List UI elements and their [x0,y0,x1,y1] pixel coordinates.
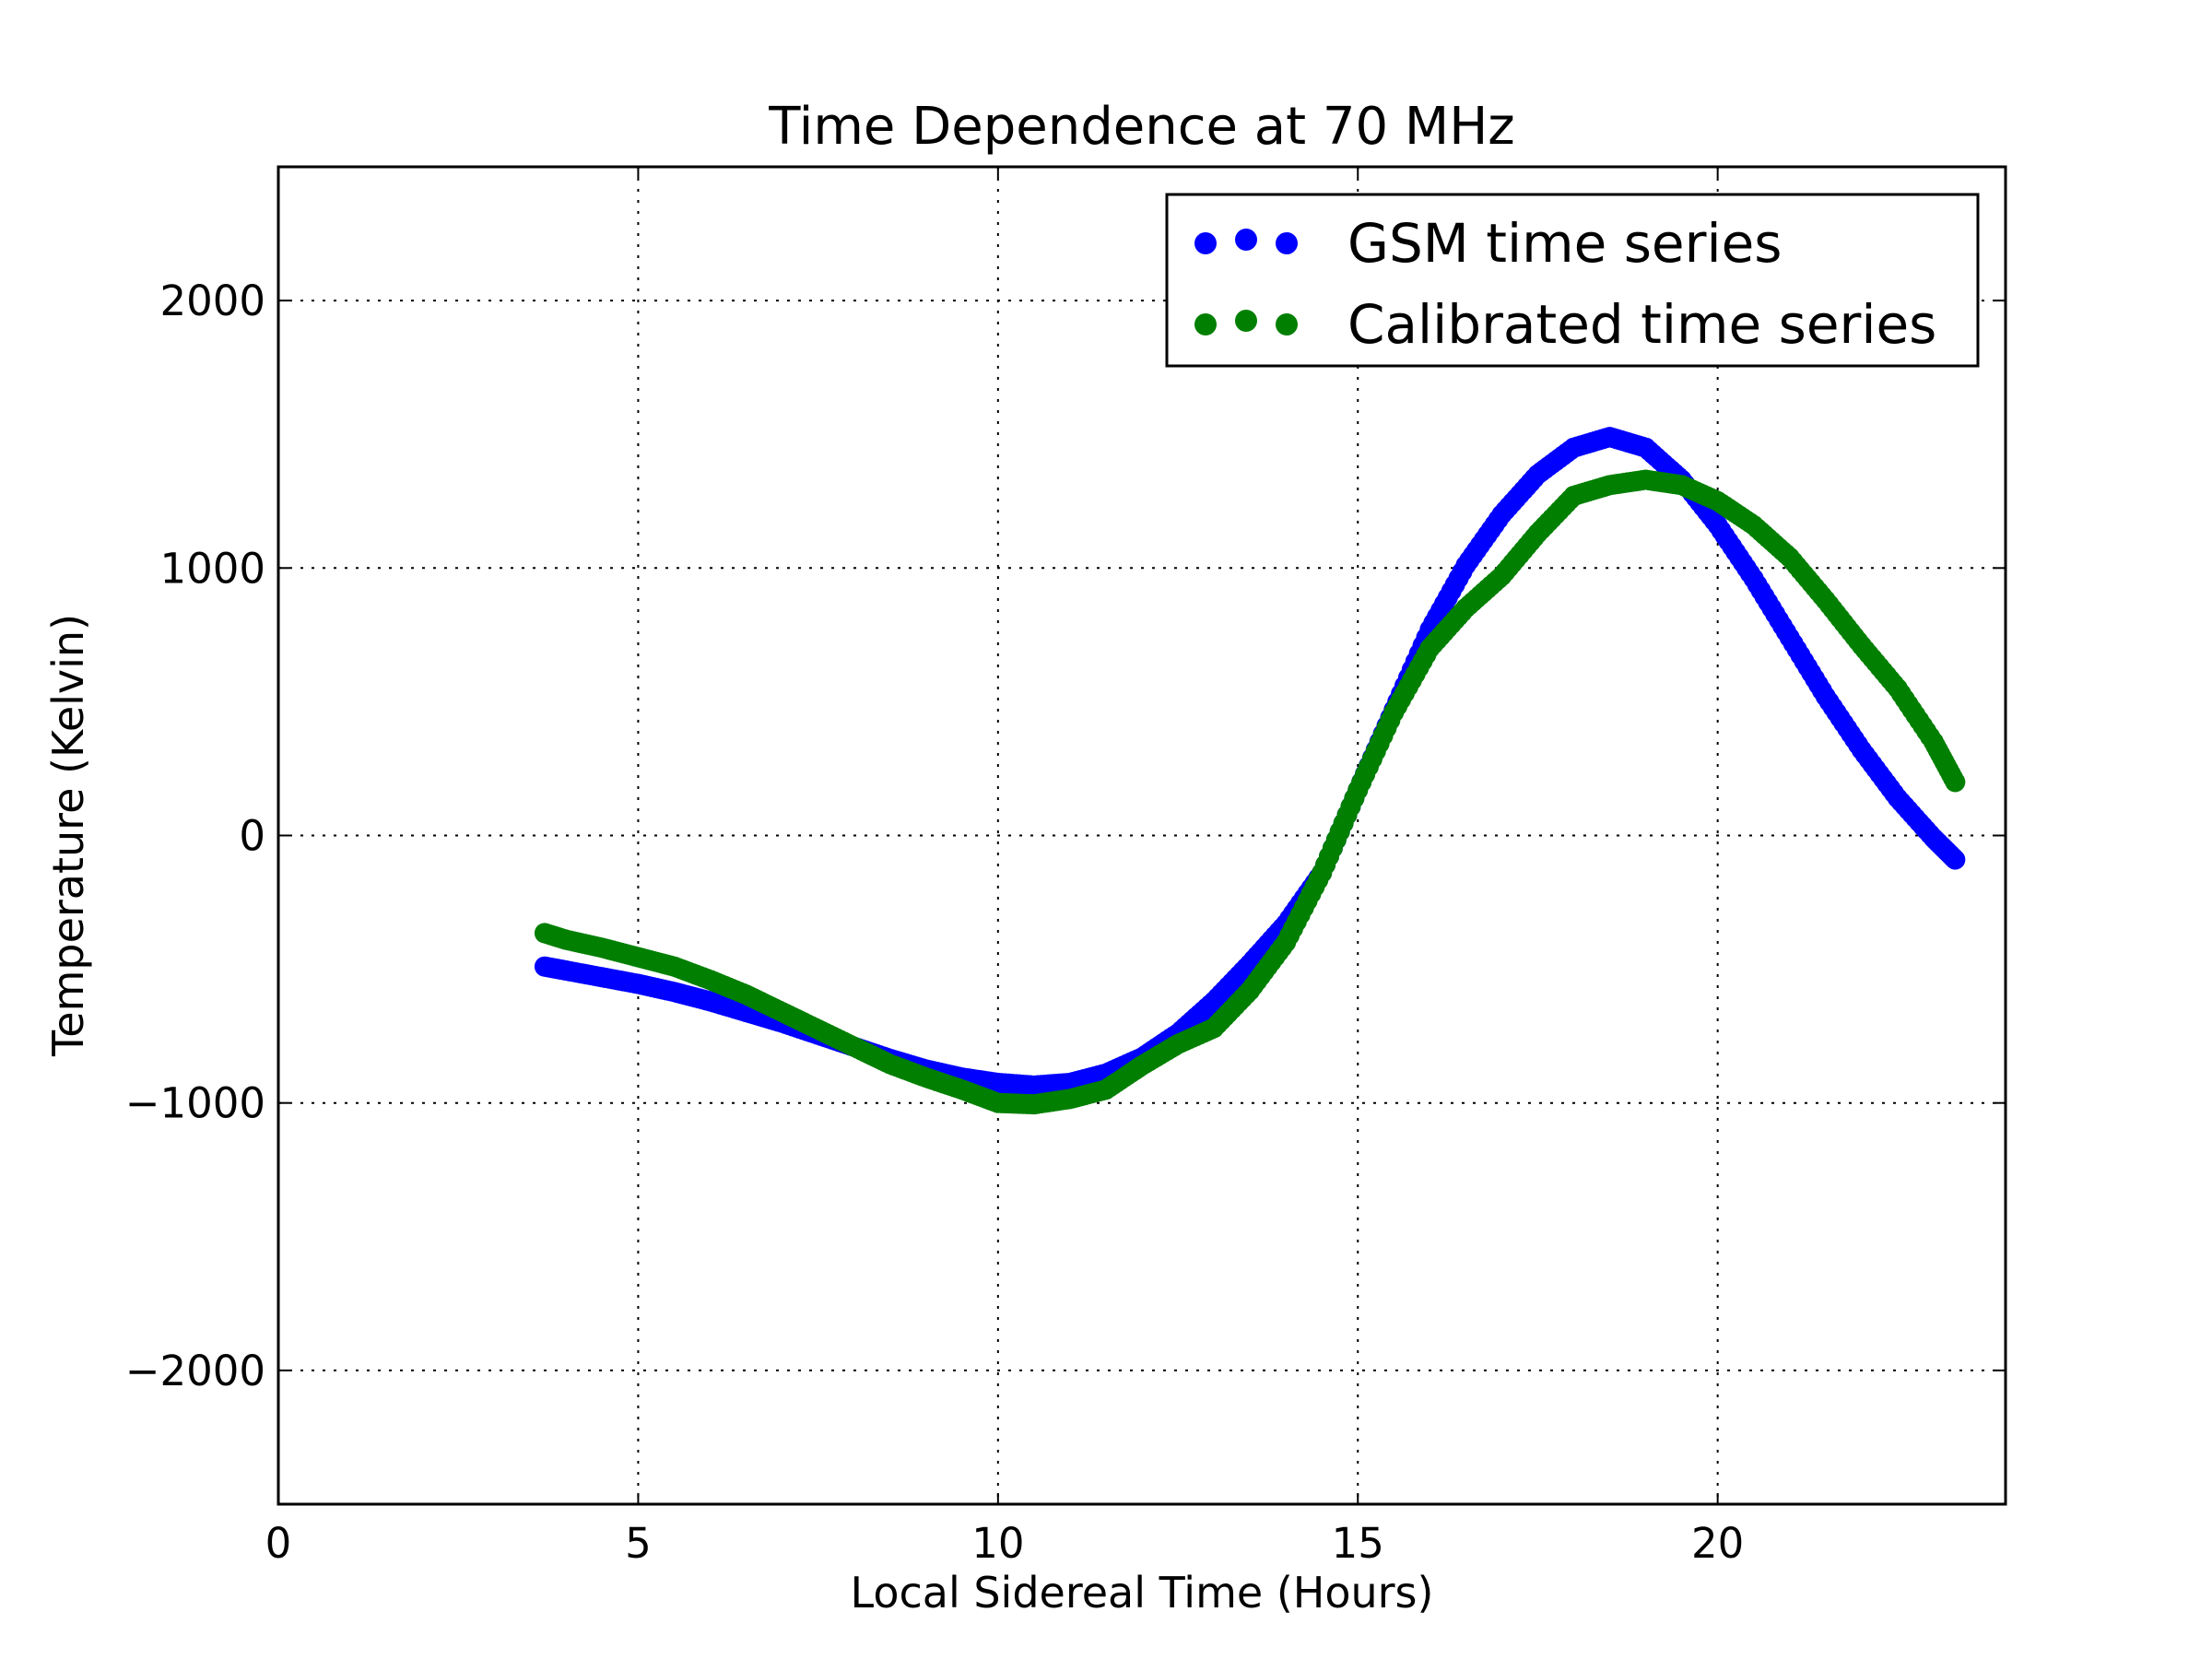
ticks: 0 5 10 15 20 −2000 −1000 0 1000 2000 [125,167,2006,1568]
legend-marker [1194,313,1217,335]
legend-marker [1276,232,1298,254]
x-tick-label: 15 [1332,1519,1384,1568]
grid [278,167,2006,1504]
series-calibrated [534,469,1966,1115]
x-tick-label: 10 [971,1519,1024,1568]
y-tick-label: 1000 [159,544,265,593]
legend-marker [1235,310,1257,332]
y-axis-label: Temperature (Kelvin) [43,614,93,1057]
y-tick-label: 0 [239,812,265,861]
legend-label: Calibrated time series [1347,293,1936,356]
legend-marker [1194,232,1217,254]
x-axis-label: Local Sidereal Time (Hours) [851,1568,1434,1618]
x-tick-label: 0 [265,1519,292,1568]
data-point [1945,849,1966,870]
y-tick-label: 2000 [159,276,265,325]
legend-label: GSM time series [1347,212,1782,275]
legend-box [1165,193,1980,368]
data-point [1945,771,1966,793]
x-tick-label: 5 [625,1519,652,1568]
legend-marker [1276,313,1298,335]
chart-title: Time Dependence at 70 MHz [768,97,1514,157]
x-tick-label: 20 [1691,1519,1744,1568]
legend: GSM time series Calibrated time series [1165,193,1980,368]
legend-marker [1235,229,1257,251]
y-tick-label: −2000 [125,1347,265,1395]
y-tick-label: −1000 [125,1079,265,1128]
data-series [534,427,1966,1115]
